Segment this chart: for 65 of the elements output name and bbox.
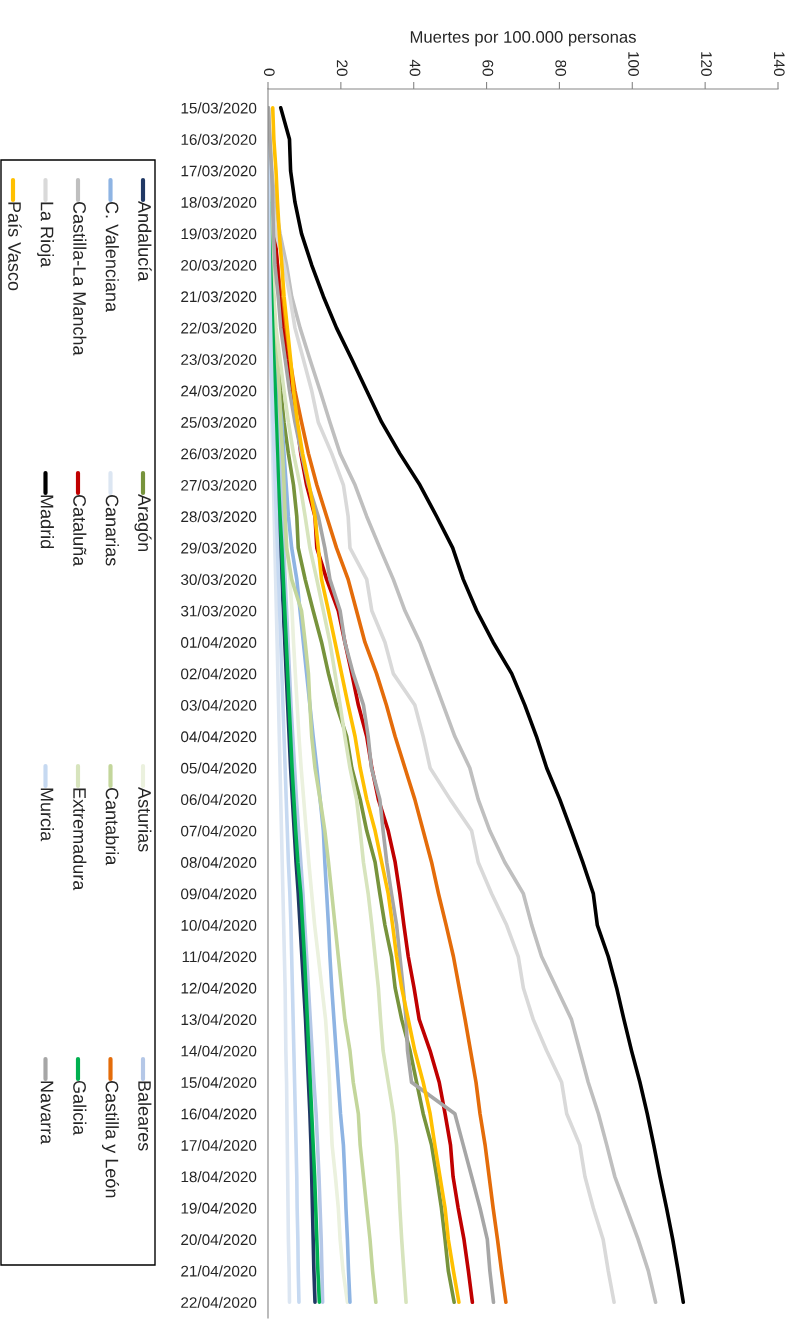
y-tick-label: 12/04/2020 [181,982,257,994]
y-tick-label: 10/04/2020 [181,919,257,931]
y-tick-label: 05/04/2020 [181,762,257,774]
x-tick-label: 0 [263,68,275,76]
legend-label: Extremadura [73,788,87,891]
y-tick-label: 19/03/2020 [181,228,257,240]
x-tick-label: 20 [336,60,348,76]
y-tick-label: 15/03/2020 [181,102,257,114]
y-tick-label: 20/04/2020 [181,1233,257,1246]
y-tick-label: 06/04/2020 [181,793,257,806]
legend-label: La Rioja [37,202,54,268]
y-tick-label: 16/03/2020 [181,133,257,145]
y-tick-label: 18/04/2020 [181,1171,257,1183]
y-tick-label: 26/03/2020 [181,448,257,460]
y-tick-label: 17/03/2020 [181,165,257,177]
y-tick-label: 20/03/2020 [181,259,257,271]
y-tick-label: 21/03/2020 [181,290,257,303]
y-tick-label: 04/04/2020 [181,730,257,743]
y-tick-label: 30/03/2020 [181,573,257,586]
y-tick-label: 23/03/2020 [181,353,257,365]
y-tick-label: 14/04/2020 [181,1045,257,1057]
y-tick-label: 03/04/2020 [181,699,257,711]
y-tick-label: 25/03/2020 [181,416,257,428]
legend-label: C. Valenciana [105,201,119,313]
y-tick-label: 18/03/2020 [181,196,257,208]
x-tick-label: 40 [409,59,421,76]
legend-label: Castilla-La Mancha [73,201,87,356]
y-tick-label: 09/04/2020 [181,888,257,900]
legend-label: Canarias [105,494,119,566]
y-tick-label: 15/04/2020 [181,1076,257,1088]
legend-label: País Vasco [8,202,22,291]
legend-label: Andalucía [138,201,152,282]
x-tick-label: 140 [773,52,785,76]
x-tick-label: 80 [555,60,567,76]
y-tick-label: 02/04/2020 [181,668,257,680]
legend-label: Cantabria [105,787,119,866]
y-tick-label: 24/03/2020 [181,385,257,397]
x-tick-label: 100 [628,52,639,76]
y-tick-label: 29/03/2020 [181,542,257,554]
y-tick-label: 28/03/2020 [181,510,257,523]
y-tick-label: 08/04/2020 [181,856,257,868]
legend-label: Galicia [73,1080,87,1136]
legend-label: Asturias [138,787,152,852]
x-axis-title: Muertes por 100.000 personas [410,31,636,47]
legend-label: Aragón [134,494,152,552]
legend-label: Madrid [40,495,54,549]
x-tick-label: 60 [482,60,494,76]
y-tick-label: 07/04/2020 [181,825,257,837]
y-tick-label: 27/03/2020 [181,479,257,491]
y-tick-label: 17/04/2020 [181,1139,257,1151]
y-tick-label: 16/04/2020 [181,1108,257,1120]
y-tick-label: 22/04/2020 [181,1296,257,1308]
y-tick-label: 21/04/2020 [181,1265,257,1277]
y-tick-label: 13/04/2020 [181,1013,257,1026]
legend-label: Murcia [40,788,54,842]
y-tick-label: 19/04/2020 [181,1202,257,1214]
x-tick-label: 120 [701,52,712,76]
y-tick-label: 11/04/2020 [182,950,257,963]
legend-label: Baleares [138,1081,152,1151]
y-tick-label: 01/04/2020 [181,636,257,648]
y-tick-label: 31/03/2020 [181,605,257,617]
legend-label: Cataluña [73,494,87,567]
legend-label: Castilla y León [101,1080,120,1198]
y-tick-label: 22/03/2020 [181,322,257,334]
legend-label: Navarra [40,1081,54,1145]
